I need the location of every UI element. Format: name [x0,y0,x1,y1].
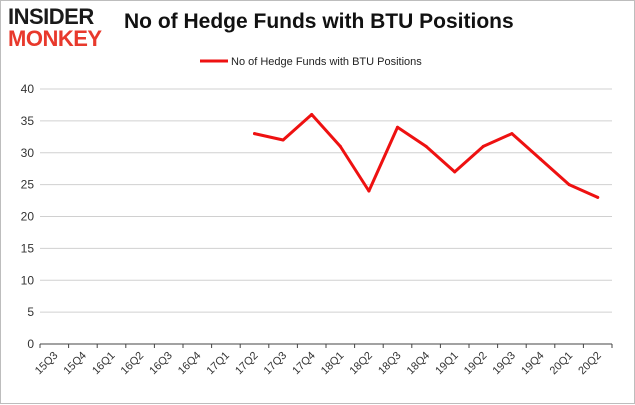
x-tick-label: 17Q4 [290,350,318,378]
x-tick-label: 16Q2 [119,350,147,378]
data-point [510,132,514,136]
insider-monkey-logo: INSIDER MONKEY [8,6,118,52]
data-point [396,125,399,129]
x-tick-label: 16Q4 [176,350,204,378]
data-point [338,144,342,148]
data-point [596,195,600,199]
data-point [567,183,571,187]
x-tick-label: 19Q2 [462,350,490,378]
y-tick-label: 10 [21,273,35,287]
data-point [281,138,285,142]
x-tick-label: 16Q3 [147,350,175,378]
data-point [539,157,542,161]
y-tick-label: 40 [21,82,35,96]
y-tick-label: 15 [21,241,35,255]
y-tick-label: 0 [27,337,34,351]
x-tick-label: 17Q2 [233,350,261,378]
x-tick-label: 17Q3 [262,350,290,378]
logo-line-2: MONKEY [8,26,102,51]
x-tick-label: 17Q1 [204,350,232,378]
x-tick-label: 18Q3 [376,350,404,378]
x-tick-label: 16Q1 [90,350,118,378]
data-point [367,189,371,193]
data-point [253,132,256,136]
legend-label: No of Hedge Funds with BTU Positions [231,56,422,68]
data-point [453,170,457,174]
chart-title: No of Hedge Funds with BTU Positions [124,10,514,33]
x-tick-label: 18Q4 [405,350,433,378]
x-tick-label: 20Q2 [576,350,604,378]
data-point [310,113,314,116]
x-tick-label: 18Q1 [319,350,347,378]
data-point [424,144,428,148]
data-point [481,144,485,148]
x-tick-label: 20Q1 [548,350,576,378]
x-tick-label: 15Q3 [33,350,61,378]
x-tick-label: 15Q4 [61,350,89,378]
x-tick-label: 18Q2 [347,350,375,378]
x-tick-label: 19Q4 [519,350,547,378]
y-tick-label: 30 [21,146,35,160]
x-tick-label: 19Q3 [490,350,518,378]
x-tick-label: 19Q1 [433,350,461,378]
y-tick-label: 35 [21,114,35,128]
y-tick-label: 25 [21,178,35,192]
logo-line-1: INSIDER [8,4,94,29]
y-tick-label: 5 [27,305,34,319]
y-tick-label: 20 [21,210,35,224]
